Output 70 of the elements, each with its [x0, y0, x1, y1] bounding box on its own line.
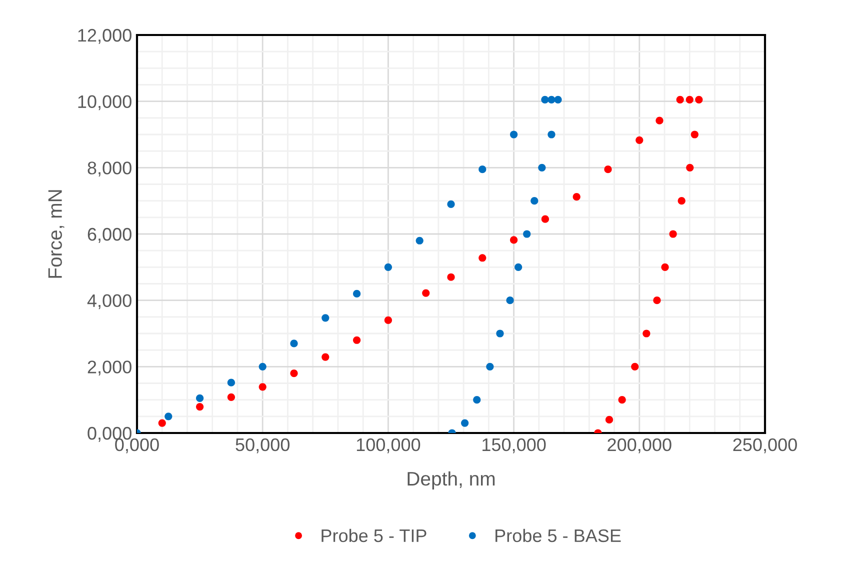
x-tick-label: 250,000: [733, 438, 797, 454]
x-tick-label: 50,000: [236, 438, 290, 454]
point: [290, 369, 298, 378]
point: [473, 396, 481, 404]
point: [548, 130, 556, 138]
point: [196, 402, 204, 411]
point: [678, 197, 686, 205]
point: [510, 236, 518, 244]
point: [322, 314, 330, 322]
point: [258, 383, 266, 391]
point: [227, 393, 236, 401]
point: [510, 130, 518, 138]
point: [158, 419, 166, 427]
point: [196, 394, 204, 402]
point: [554, 96, 562, 104]
point: [548, 96, 556, 104]
point: [352, 336, 361, 344]
point: [661, 263, 669, 271]
y-tick-label: 2,000: [88, 360, 132, 376]
point: [258, 362, 266, 370]
point: [447, 273, 455, 281]
point: [653, 296, 661, 304]
point: [461, 419, 469, 427]
point: [384, 316, 392, 324]
point: [523, 230, 531, 238]
point: [669, 230, 677, 238]
y-axis-title: Force, mN: [48, 190, 64, 278]
point: [164, 412, 172, 420]
legend-label: Probe 5 - TIP: [322, 528, 426, 542]
point: [541, 215, 550, 223]
point: [227, 378, 236, 386]
point: [496, 330, 504, 338]
point: [352, 290, 361, 298]
point: [538, 164, 546, 172]
point: [572, 193, 580, 201]
point: [676, 96, 684, 104]
point: [447, 200, 455, 208]
y-tick-label: 4,000: [87, 294, 132, 310]
y-tick-label: 10,000: [78, 95, 132, 110]
y-tick-label: 6,000: [88, 228, 132, 243]
point: [290, 340, 298, 348]
point: [642, 330, 650, 338]
point: [686, 96, 694, 104]
point: [631, 362, 639, 370]
point: [541, 96, 549, 104]
point: [605, 416, 614, 424]
point: [422, 289, 430, 297]
point: [486, 362, 494, 370]
point: [686, 164, 694, 172]
y-tick-label: 12,000: [78, 28, 132, 44]
legend-label: Probe 5 - BASE: [496, 528, 621, 542]
point: [514, 263, 522, 271]
x-axis-title: Depth, nm: [408, 471, 495, 490]
point: [322, 353, 330, 361]
point: [478, 254, 486, 262]
point: [530, 197, 538, 205]
point: [690, 130, 698, 138]
point: [506, 296, 514, 304]
point: [384, 263, 392, 271]
point: [636, 136, 644, 144]
x-tick-label: 150,000: [482, 438, 546, 454]
point: [416, 236, 424, 244]
point: [656, 116, 664, 124]
point: [695, 96, 703, 104]
point: [478, 166, 486, 174]
x-tick-label: 100,000: [356, 438, 420, 454]
x-tick-label: 200,000: [608, 438, 672, 454]
point: [618, 396, 626, 404]
y-tick-label: 8,000: [88, 162, 132, 177]
point: [604, 166, 612, 174]
